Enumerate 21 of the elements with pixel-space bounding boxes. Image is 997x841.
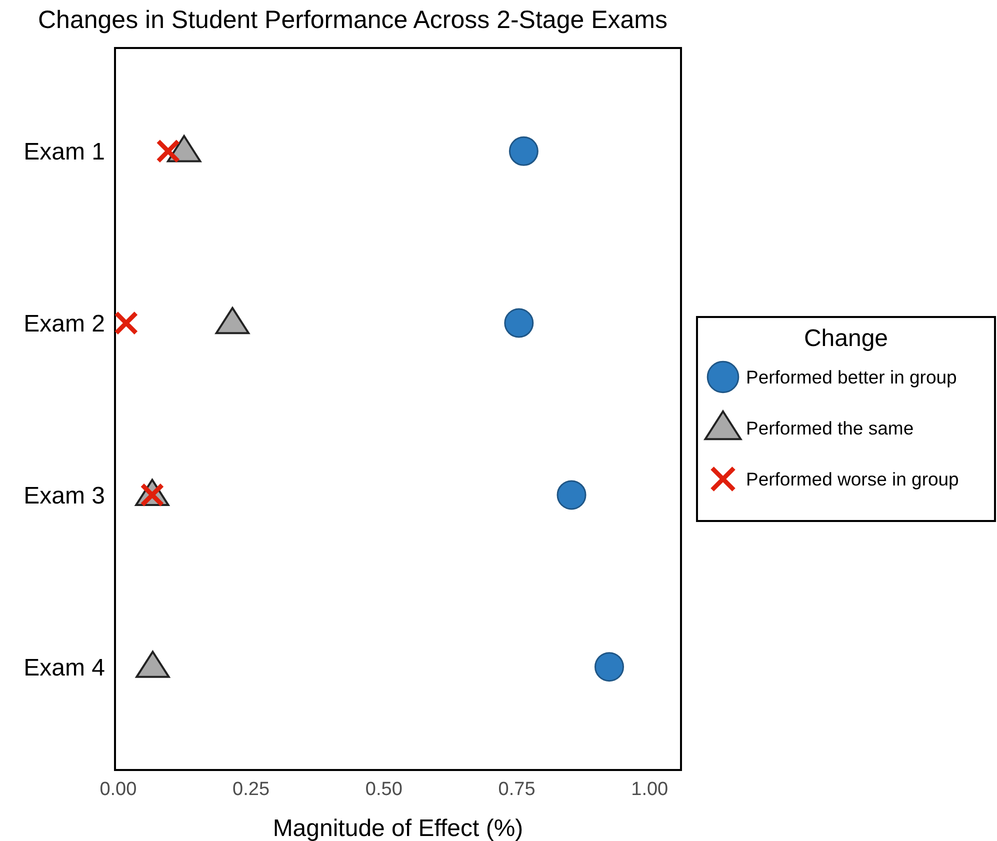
legend-label: Performed the same [746,417,914,438]
point [156,139,180,164]
point [556,480,586,510]
legend-title: Change [804,325,888,352]
y-tick-label: Exam 1 [24,138,105,166]
x-tick-label: 0.75 [498,779,536,800]
point [114,311,138,336]
x-axis-title: Magnitude of Effect (%) [272,815,524,841]
x-tick-label: 0.50 [365,779,402,800]
x-tick-label: 0.25 [232,779,270,800]
legend-label: Performed better in group [746,366,957,388]
y-tick-label: Exam 2 [24,310,105,338]
x-tick-label: 0.00 [100,779,137,800]
y-tick-label: Exam 4 [24,654,105,682]
legend-label: Performed worse in group [746,468,959,490]
y-tick-label: Exam 3 [24,482,105,510]
point [504,308,534,338]
chart-title: Changes in Student Performance Across 2-Stage Exams [38,6,668,34]
point [594,652,624,682]
x-tick-label: 1.00 [631,779,668,800]
point [508,136,538,166]
